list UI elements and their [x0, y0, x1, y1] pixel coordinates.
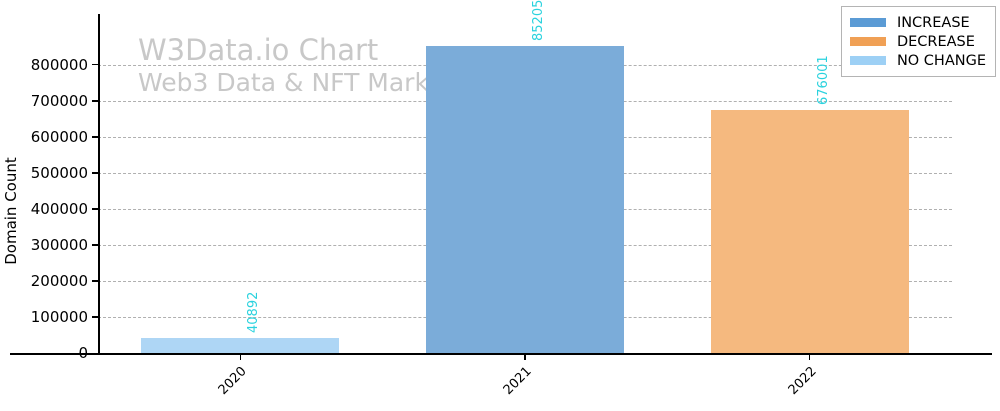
- legend-swatch: [849, 56, 886, 65]
- legend-label: DECREASE: [896, 33, 975, 50]
- bar-2020[interactable]: [141, 338, 340, 354]
- legend-item-decrease[interactable]: DECREASE: [849, 32, 986, 51]
- y-tick-label: 800000: [30, 55, 88, 74]
- watermark-title: W3Data.io Chart: [138, 33, 379, 67]
- legend-swatch: [849, 37, 886, 46]
- bar-2021[interactable]: [426, 46, 624, 354]
- bar-value-label: 40892: [246, 292, 262, 334]
- y-tick-label: 100000: [30, 308, 88, 327]
- y-tick-mark: [92, 172, 98, 174]
- x-axis-spine: [10, 353, 992, 355]
- y-tick-label: 600000: [30, 127, 88, 146]
- y-tick-label: 200000: [30, 272, 88, 291]
- y-tick-mark: [92, 100, 98, 102]
- x-tick-label-2020: 2020: [216, 364, 251, 399]
- x-tick-mark: [808, 354, 811, 360]
- y-tick-mark: [92, 280, 98, 282]
- y-tick-mark: [92, 64, 98, 66]
- y-tick-label: 400000: [30, 200, 88, 218]
- y-tick-mark: [92, 244, 98, 246]
- legend-item-no-change[interactable]: NO CHANGE: [849, 51, 986, 70]
- y-axis-spine: [98, 14, 100, 354]
- y-tick-label: 300000: [30, 236, 88, 255]
- bar-value-label: 852055: [531, 0, 546, 42]
- x-tick-mark: [524, 354, 526, 360]
- y-tick-mark: [92, 208, 98, 210]
- y-tick-mark: [92, 316, 98, 318]
- y-tick-label: 500000: [30, 163, 88, 182]
- legend-item-increase[interactable]: INCREASE: [849, 13, 986, 32]
- bar-value-label: 676001: [815, 54, 831, 105]
- legend-label: NO CHANGE: [896, 52, 986, 69]
- x-tick-label-2022: 2022: [785, 364, 820, 399]
- x-tick-label-2021: 2021: [500, 364, 535, 399]
- bar-2022[interactable]: [710, 109, 909, 354]
- legend-label: INCREASE: [896, 14, 970, 31]
- chart-legend: INCREASE DECREASE NO CHANGE: [840, 6, 996, 77]
- bar-chart: W3Data.io Chart Web3 Data & NFT Marketpl…: [2, 0, 996, 399]
- y-tick-mark: [92, 136, 98, 138]
- x-tick-mark: [239, 354, 242, 360]
- legend-swatch: [849, 18, 886, 27]
- y-tick-label: 700000: [30, 91, 88, 110]
